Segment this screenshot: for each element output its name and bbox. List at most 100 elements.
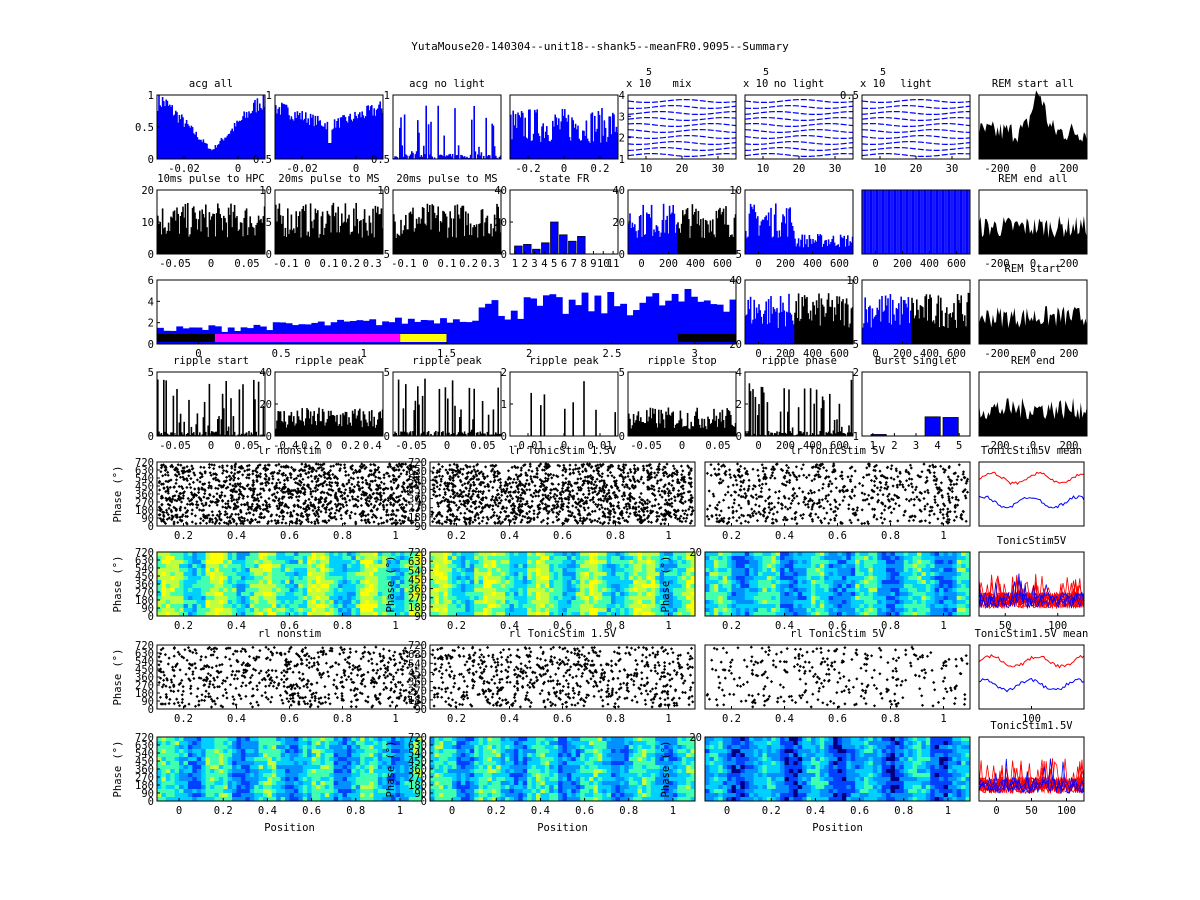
bar (578, 138, 580, 159)
y-tick-label: 20 (494, 217, 507, 229)
line-series (861, 105, 971, 109)
heat-cell (894, 576, 900, 581)
bar (212, 431, 214, 436)
heat-cell (267, 556, 273, 561)
heat-cell (828, 596, 834, 601)
heat-cell (690, 560, 696, 565)
bar (397, 379, 400, 436)
bar (808, 235, 811, 254)
bar (776, 230, 778, 254)
bar (785, 433, 788, 436)
heat-cell (399, 604, 405, 609)
x-tick-label: 0.01 (587, 440, 612, 452)
heat-cell (628, 576, 634, 581)
heat-cell (505, 580, 510, 585)
bar (749, 203, 752, 254)
heat-cell (894, 604, 900, 609)
heat-cell (192, 572, 198, 577)
heat-cell (718, 564, 724, 569)
heat-cell (267, 572, 273, 577)
heat-cell (872, 560, 878, 565)
bar (685, 209, 688, 254)
heat-cell (677, 612, 683, 617)
bar (450, 218, 453, 254)
heat-cell (438, 608, 444, 613)
heat-cell (346, 612, 352, 617)
y-tick-label: 0 (501, 249, 507, 261)
heat-cell (655, 592, 661, 597)
x-tick-label: 0.6 (280, 620, 299, 632)
bar (221, 139, 224, 159)
bar (534, 109, 536, 159)
heat-cell (307, 600, 313, 605)
heat-cell (447, 576, 453, 581)
heat-cell (360, 552, 366, 557)
heat-cell (413, 596, 419, 601)
heat-cell (762, 592, 768, 597)
heat-cell (496, 600, 502, 605)
heat-cell (399, 560, 405, 565)
bar (542, 123, 544, 159)
heat-cell (404, 584, 410, 589)
bar (188, 399, 190, 436)
bar (320, 125, 323, 159)
bar (796, 243, 799, 254)
bar (248, 227, 250, 254)
heat-cell (355, 560, 361, 565)
y-tick-label: 20 (259, 399, 272, 411)
bar (441, 432, 443, 436)
y-tick-label: 0 (148, 521, 154, 533)
heat-cell (399, 580, 405, 585)
bar (881, 295, 883, 344)
heat-cell (271, 588, 277, 593)
heat-cell (646, 592, 652, 597)
heat-cell (522, 564, 528, 569)
bar (516, 128, 518, 159)
heat-cell (478, 572, 484, 577)
heat-cell (536, 564, 541, 569)
heat-cell (771, 576, 777, 581)
bar (355, 115, 357, 159)
heat-cell (438, 564, 444, 569)
heat-cell (718, 604, 724, 609)
heat-cell (744, 596, 750, 601)
panel-title: light (900, 78, 932, 90)
bar (395, 156, 397, 159)
heat-cell (311, 596, 317, 601)
bar (793, 324, 795, 344)
heat-cell (672, 552, 678, 557)
bar (191, 207, 194, 254)
bar (242, 384, 244, 436)
heat-cell (824, 584, 830, 589)
heat-cell (890, 612, 896, 617)
bar (730, 414, 732, 436)
bar (496, 203, 498, 254)
heat-cell (668, 608, 674, 613)
bar (227, 207, 230, 254)
bar (353, 413, 355, 436)
bar (219, 434, 221, 436)
heat-cell (513, 596, 519, 601)
heat-cell (677, 592, 683, 597)
bar (227, 133, 230, 159)
bar (430, 433, 432, 436)
line-series (744, 111, 853, 115)
heat-cell (236, 592, 242, 597)
bar (321, 408, 324, 436)
bar (451, 236, 454, 254)
heat-cell (659, 564, 665, 569)
heat-cell (549, 596, 555, 601)
heat-cell (487, 580, 493, 585)
heat-cell (571, 584, 577, 589)
heat-cell (360, 568, 366, 573)
bar (287, 107, 289, 159)
heat-cell (227, 576, 233, 581)
bar (648, 416, 650, 436)
bar (327, 143, 330, 159)
bar (703, 300, 711, 344)
heat-cell (589, 568, 594, 573)
bar (164, 227, 166, 254)
bar (369, 222, 372, 254)
